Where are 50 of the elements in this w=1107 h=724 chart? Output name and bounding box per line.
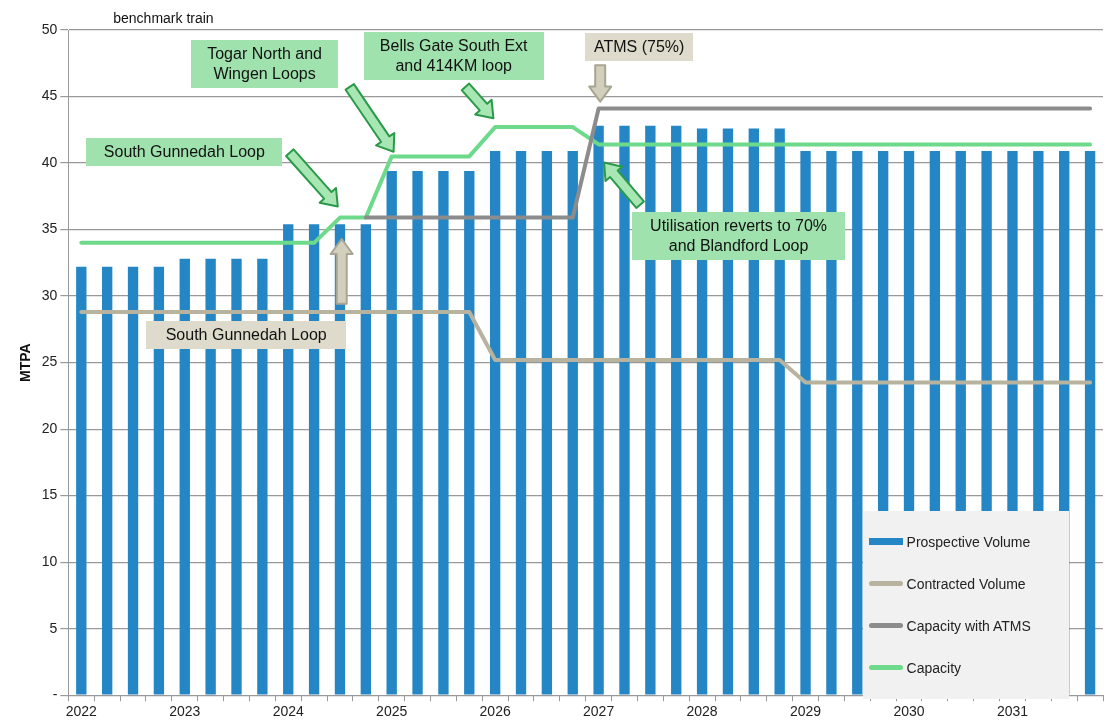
bar: [360, 224, 371, 695]
bar: [438, 171, 449, 695]
legend-label: Prospective Volume: [906, 533, 1031, 550]
y-axis-title: MTPA: [17, 343, 34, 382]
bar: [852, 151, 863, 695]
annotation: Togar North and Wingen Loops: [191, 39, 339, 88]
annotation: South Gunnedah Loop: [86, 137, 283, 166]
y-tick-label: 30: [41, 286, 58, 303]
bar: [102, 266, 113, 695]
annotation: Utilisation reverts to 70% and Blandford Loop: [632, 212, 846, 261]
bar: [593, 125, 604, 695]
bar: [412, 171, 423, 695]
y-tick-label: 5: [49, 619, 58, 636]
x-tick-label: 2030: [893, 703, 925, 720]
bar: [386, 171, 397, 695]
y-tick-label: 15: [41, 486, 58, 503]
x-tick-label: 2026: [479, 703, 511, 720]
bar: [464, 171, 475, 695]
bar: [489, 151, 501, 695]
y-tick-label: -: [52, 686, 58, 703]
annotation: ATMS (75%): [585, 32, 694, 61]
x-tick-label: 2031: [996, 703, 1029, 720]
bar: [1084, 151, 1096, 695]
y-tick-label: 40: [41, 153, 58, 170]
y-tick-label: 25: [41, 353, 58, 370]
x-tick-label: 2025: [376, 703, 408, 720]
bar: [567, 151, 578, 695]
text: benchmark train: [113, 9, 215, 28]
x-tick-label: 2028: [686, 703, 718, 720]
annotation: Bells Gate South Ext and 414KM loop: [363, 31, 544, 80]
legend-label: Capacity with ATMS: [906, 617, 1031, 634]
y-tick-label: 20: [41, 419, 58, 436]
y-tick-label: 35: [41, 220, 58, 237]
bar: [515, 151, 527, 695]
bar: [541, 151, 553, 695]
bar: [127, 266, 139, 695]
legend-label: Contracted Volume: [906, 575, 1026, 592]
bar: [826, 151, 837, 695]
x-tick-label: 2024: [272, 703, 305, 720]
bar: [619, 125, 630, 695]
bar: [76, 266, 87, 695]
y-tick-label: 45: [41, 87, 58, 104]
x-tick-label: 2029: [789, 703, 822, 720]
x-tick-label: 2022: [65, 703, 98, 720]
x-tick-label: 2023: [169, 703, 201, 720]
annotation: South Gunnedah Loop: [146, 321, 347, 350]
x-tick-label: 2027: [583, 703, 615, 720]
y-tick-label: 10: [41, 553, 58, 570]
legend-label: Capacity: [906, 659, 962, 676]
y-tick-label: 50: [41, 20, 58, 37]
